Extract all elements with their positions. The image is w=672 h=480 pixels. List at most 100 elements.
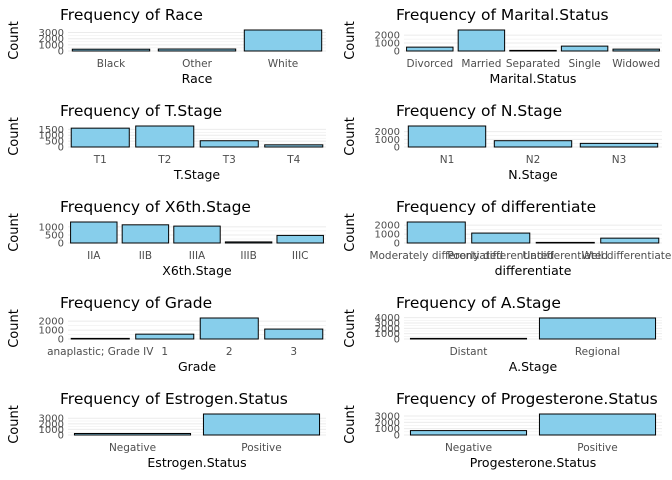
x-tick-label: 3: [290, 346, 297, 358]
chart-title: Frequency of Marital.Status: [396, 6, 609, 24]
bar-4: [264, 144, 324, 148]
bar-3: [509, 49, 557, 52]
x-tick-label: IIB: [139, 250, 152, 262]
y-tick-label: 2000: [375, 418, 400, 429]
y-tick-label: 3000: [375, 412, 400, 423]
bar-1: [409, 337, 528, 340]
x-tick-label: T1: [93, 154, 107, 166]
y-axis-label: Count: [343, 21, 358, 60]
bar-3: [199, 317, 259, 340]
x-axis-label: A.Stage: [509, 359, 558, 374]
y-tick-label: 2000: [39, 34, 64, 45]
y-tick-label: 0: [394, 239, 400, 250]
y-tick-label: 1000: [375, 424, 400, 435]
x-tick-label: anaplastic; Grade IV: [47, 346, 154, 358]
y-tick-label: 2000: [375, 324, 400, 335]
y-axis-label: Count: [7, 309, 22, 348]
x-tick-label: Positive: [241, 442, 281, 454]
bar-2: [135, 333, 195, 340]
x-tick-label: Positive: [577, 442, 617, 454]
chart-title: Frequency of T.Stage: [60, 102, 222, 120]
bar-2: [457, 29, 506, 52]
x-axis-label: T.Stage: [173, 167, 221, 182]
x-tick-label: IIIA: [189, 250, 206, 262]
chart-panel-2: Frequency of Marital.Status Count 01000200…: [343, 6, 662, 86]
y-tick-label: 2000: [375, 221, 400, 232]
bar-3: [535, 241, 595, 244]
y-tick-label: 1000: [39, 425, 64, 436]
x-tick-label: N2: [526, 154, 541, 166]
bar-1: [409, 430, 528, 436]
x-axis-label: differentiate: [495, 263, 572, 278]
chart-title: Frequency of differentiate: [396, 198, 596, 216]
x-axis-label: Marital.Status: [490, 71, 577, 86]
x-tick-label: IIIC: [292, 250, 309, 262]
y-tick-label: 0: [58, 47, 64, 58]
bar-5: [276, 234, 324, 244]
chart-title: Frequency of Race: [60, 6, 203, 24]
x-tick-label: N3: [612, 154, 627, 166]
y-tick-label: 0: [58, 143, 64, 154]
bar-2: [121, 224, 170, 244]
x-tick-label: White: [268, 58, 299, 70]
y-tick-label: 1000: [39, 326, 64, 337]
y-tick-label: 0: [394, 335, 400, 346]
x-tick-label: IIA: [87, 250, 101, 262]
chart-title: Frequency of X6th.Stage: [60, 198, 251, 216]
chart-panel-8: Frequency of A.Stage Count 010002000300040…: [343, 294, 662, 374]
x-axis-label: Progesterone.Status: [470, 455, 597, 470]
bar-1: [70, 127, 130, 148]
x-tick-label: T2: [157, 154, 171, 166]
x-tick-label: Other: [182, 58, 212, 70]
y-tick-label: 4000: [375, 313, 400, 324]
bar-3: [199, 140, 259, 148]
chart-title: Frequency of Progesterone.Status: [396, 390, 658, 408]
bar-3: [173, 225, 221, 244]
x-axis-label: Grade: [178, 359, 216, 374]
y-tick-label: 1000: [39, 222, 64, 233]
x-tick-label: IIIB: [240, 250, 257, 262]
bar-4: [560, 45, 609, 52]
y-tick-label: 0: [394, 47, 400, 58]
x-tick-label: Regional: [575, 346, 620, 358]
bar-3: [579, 142, 659, 148]
chart-title: Frequency of Grade: [60, 294, 212, 312]
y-axis-label: Count: [343, 405, 358, 444]
bar-2: [538, 317, 657, 340]
bar-5: [612, 48, 660, 52]
bar-1: [70, 221, 118, 244]
chart-title: Frequency of A.Stage: [396, 294, 561, 312]
x-tick-label: T3: [222, 154, 236, 166]
bar-2: [538, 413, 657, 436]
y-tick-label: 3000: [375, 318, 400, 329]
bar-4: [224, 241, 273, 244]
x-tick-label: N1: [440, 154, 455, 166]
y-tick-label: 3000: [39, 28, 64, 39]
y-axis-label: Count: [7, 117, 22, 156]
bar-1: [406, 221, 466, 244]
bar-3: [243, 29, 323, 52]
x-tick-label: Distant: [450, 346, 488, 358]
y-tick-label: 2000: [39, 419, 64, 430]
y-tick-label: 1000: [39, 40, 64, 51]
x-tick-label: Moderately differentiated: [369, 250, 503, 262]
bar-2: [493, 140, 573, 148]
x-axis-label: X6th.Stage: [162, 263, 232, 278]
bar-4: [600, 237, 660, 244]
chart-panel-10: Frequency of Progesterone.Status Count 010…: [343, 390, 662, 470]
bar-1: [71, 48, 151, 52]
x-tick-label: 2: [226, 346, 233, 358]
y-axis-label: Count: [7, 213, 22, 252]
y-axis-label: Count: [7, 405, 22, 444]
y-tick-label: 500: [45, 230, 64, 241]
y-tick-label: 0: [394, 431, 400, 442]
y-tick-label: 1000: [375, 39, 400, 50]
chart-panel-9: Frequency of Estrogen.Status Count 0100020…: [7, 390, 326, 470]
y-axis-label: Count: [343, 309, 358, 348]
y-axis-label: Count: [7, 21, 22, 60]
y-axis-label: Count: [343, 213, 358, 252]
